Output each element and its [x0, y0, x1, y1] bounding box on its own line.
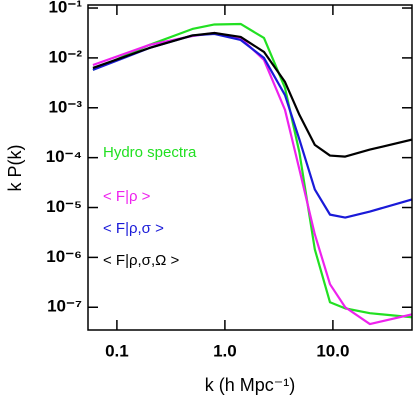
- legend-entry: < F|ρ,σ,Ω >: [103, 252, 179, 269]
- plot-frame: [87, 4, 413, 331]
- legend-entry: < F|ρ,σ >: [103, 220, 164, 237]
- data-line: [92, 31, 412, 158]
- y-tick-label: 10⁻⁷: [47, 297, 82, 316]
- y-tick-label: 10⁻⁵: [46, 197, 82, 216]
- legend-entry: Hydro spectra: [103, 144, 197, 161]
- y-axis-label: k P(k): [5, 145, 25, 192]
- y-tick-label: 10⁻⁴: [46, 147, 82, 166]
- legend-entry: < F|ρ >: [103, 188, 151, 205]
- y-tick-label: 10⁻²: [48, 47, 82, 66]
- data-line: [92, 31, 412, 326]
- x-tick-label: 0.1: [105, 341, 129, 360]
- y-tick-label: 10⁻³: [48, 97, 82, 116]
- data-line: [92, 22, 412, 319]
- y-tick-label: 10⁻¹: [48, 0, 82, 17]
- y-tick-label: 10⁻⁶: [46, 247, 82, 266]
- x-axis-label: k (h Mpc⁻¹): [205, 375, 296, 395]
- x-tick-label: 1.0: [213, 341, 237, 360]
- x-tick-label: 10.0: [316, 341, 349, 360]
